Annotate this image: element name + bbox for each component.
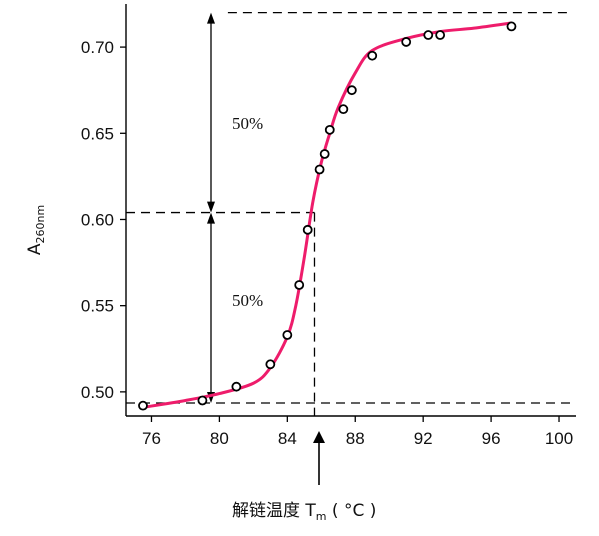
x-tick-label: 76 <box>142 429 161 448</box>
data-point <box>231 381 242 392</box>
x-ticks: 76 80 84 88 92 96 100 <box>142 416 573 448</box>
data-point <box>435 30 446 40</box>
y-axis-title: A260nm <box>25 205 47 255</box>
data-point <box>423 30 434 40</box>
data-point <box>197 395 208 406</box>
y-tick-label: 0.50 <box>81 383 114 402</box>
data-point <box>314 164 325 175</box>
data-point <box>338 104 349 115</box>
lower-50-arrow-head-top <box>207 212 215 224</box>
x-axis-title-sub: m <box>316 510 327 523</box>
data-point <box>138 400 148 411</box>
y-tick-label: 0.70 <box>81 38 114 57</box>
y-ticks: 0.50 0.55 0.60 0.65 0.70 <box>81 38 126 402</box>
reference-lines <box>126 11 571 416</box>
data-point <box>265 359 276 370</box>
x-tick-label: 80 <box>210 429 229 448</box>
y-axis-title-sub: 260nm <box>34 205 47 244</box>
x-tick-label: 84 <box>278 429 297 448</box>
data-points <box>138 21 517 411</box>
data-point <box>367 50 378 61</box>
tm-arrow <box>313 431 325 485</box>
data-point <box>346 85 357 96</box>
y-tick-label: 0.60 <box>81 210 114 229</box>
upper-50-arrow-head-top <box>207 12 215 24</box>
x-axis-title-unit: ( °C ) <box>327 501 377 521</box>
upper-50-arrow-head-bottom <box>207 201 215 213</box>
y-tick-label: 0.65 <box>81 124 114 143</box>
y-axis-title-main: A <box>25 243 45 255</box>
x-tick-label: 100 <box>545 429 573 448</box>
x-axis-title: 解链温度 Tm ( °C ) <box>232 501 376 523</box>
x-axis-title-main: 解链温度 T <box>232 501 316 521</box>
data-point <box>302 224 313 235</box>
fit-curve <box>142 21 512 409</box>
data-point <box>282 330 293 340</box>
data-point <box>506 21 517 32</box>
x-tick-label: 88 <box>346 429 365 448</box>
x-tick-label: 92 <box>414 429 433 448</box>
data-point <box>401 37 412 47</box>
axes <box>125 4 576 417</box>
lower-50-percent-label: 50% <box>232 291 263 310</box>
data-point <box>294 280 305 290</box>
fifty-percent-arrows <box>207 12 215 403</box>
x-tick-label: 96 <box>482 429 501 448</box>
data-point <box>324 124 335 135</box>
data-point <box>319 149 330 159</box>
upper-50-percent-label: 50% <box>232 114 263 133</box>
y-tick-label: 0.55 <box>81 297 114 316</box>
